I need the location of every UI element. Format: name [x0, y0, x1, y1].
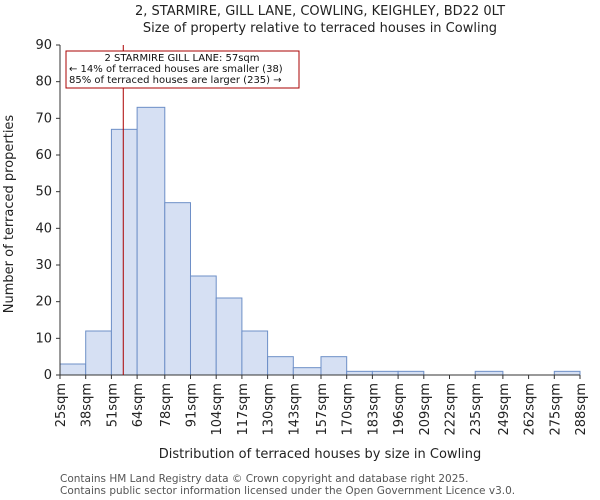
- chart-title: 2, STARMIRE, GILL LANE, COWLING, KEIGHLE…: [135, 4, 505, 19]
- y-tick-label-20: 20: [35, 295, 52, 310]
- annotation-line-1: 2 STARMIRE GILL LANE: 57sqm: [104, 53, 259, 64]
- bar-275sqm: [553, 370, 581, 376]
- x-tick-label-196sqm: 196sqm: [392, 383, 407, 436]
- x-axis-ticks: 25sqm 38sqm 51sqm 64sqm 78sqm 91sqm 104sqm 117s…: [54, 375, 589, 436]
- x-tick-label-288sqm: 288sqm: [574, 383, 589, 436]
- x-tick-label-249sqm: 249sqm: [497, 383, 512, 436]
- x-tick-label-25sqm: 25sqm: [54, 383, 69, 427]
- x-tick-label-51sqm: 51sqm: [105, 383, 120, 427]
- x-tick-label-222sqm: 222sqm: [444, 383, 459, 436]
- annotation-box: 2 STARMIRE GILL LANE: 57sqm ← 14% of ter…: [65, 50, 300, 89]
- bar-91sqm: [189, 275, 217, 376]
- bar-78sqm: [164, 202, 191, 376]
- y-tick-label-0: 0: [44, 368, 52, 383]
- bar-143sqm: [292, 367, 322, 376]
- bars-group: [59, 106, 581, 376]
- x-tick-label-38sqm: 38sqm: [80, 383, 95, 427]
- y-tick-label-90: 90: [35, 38, 52, 53]
- bar-183sqm: [371, 370, 399, 376]
- y-tick-label-30: 30: [35, 258, 52, 273]
- y-tick-label-60: 60: [35, 148, 52, 163]
- bar-130sqm: [267, 356, 294, 376]
- y-tick-label-50: 50: [35, 185, 52, 200]
- footer-line-2: Contains public sector information licen…: [60, 485, 515, 497]
- y-tick-label-10: 10: [35, 331, 52, 346]
- bar-196sqm: [397, 370, 425, 376]
- x-tick-label-64sqm: 64sqm: [131, 383, 146, 427]
- x-tick-label-130sqm: 130sqm: [262, 383, 277, 436]
- annotation-line-3: 85% of terraced houses are larger (235) …: [69, 75, 282, 86]
- y-axis-ticks: 0 10 20 30 40 50 60 70 80 90: [35, 38, 60, 383]
- bar-104sqm: [215, 297, 243, 376]
- x-tick-label-235sqm: 235sqm: [469, 383, 484, 436]
- bar-51sqm: [110, 128, 138, 376]
- x-tick-label-275sqm: 275sqm: [548, 383, 563, 436]
- x-tick-label-143sqm: 143sqm: [287, 383, 302, 436]
- x-axis-label: Distribution of terraced houses by size …: [159, 447, 482, 462]
- x-tick-label-209sqm: 209sqm: [418, 383, 433, 436]
- x-tick-label-78sqm: 78sqm: [159, 383, 174, 427]
- chart-subtitle: Size of property relative to terraced ho…: [143, 21, 497, 36]
- footer-line-1: Contains HM Land Registry data © Crown c…: [60, 473, 468, 485]
- bar-157sqm: [320, 356, 348, 376]
- bar-64sqm: [136, 106, 166, 376]
- annotation-border: [65, 50, 300, 89]
- bar-25sqm: [59, 363, 87, 376]
- x-tick-label-104sqm: 104sqm: [210, 383, 225, 436]
- x-tick-label-183sqm: 183sqm: [366, 383, 381, 436]
- bar-170sqm: [346, 370, 373, 376]
- x-tick-label-91sqm: 91sqm: [184, 383, 199, 427]
- y-axis-label: Number of terraced properties: [2, 115, 17, 314]
- y-tick-label-40: 40: [35, 221, 52, 236]
- x-tick-label-117sqm: 117sqm: [236, 383, 251, 436]
- bar-38sqm: [85, 330, 112, 376]
- y-tick-label-80: 80: [35, 75, 52, 90]
- x-tick-label-170sqm: 170sqm: [341, 383, 356, 436]
- bar-117sqm: [241, 330, 269, 376]
- x-tick-label-157sqm: 157sqm: [315, 383, 330, 436]
- x-tick-label-262sqm: 262sqm: [523, 383, 538, 436]
- y-tick-label-70: 70: [35, 111, 52, 126]
- annotation-line-2: ← 14% of terraced houses are smaller (38…: [69, 64, 283, 75]
- bar-235sqm: [474, 370, 504, 376]
